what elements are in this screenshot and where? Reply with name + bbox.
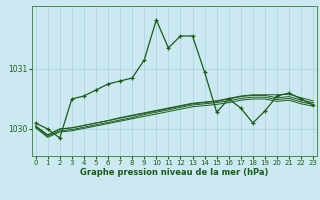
X-axis label: Graphe pression niveau de la mer (hPa): Graphe pression niveau de la mer (hPa) [80, 168, 268, 177]
